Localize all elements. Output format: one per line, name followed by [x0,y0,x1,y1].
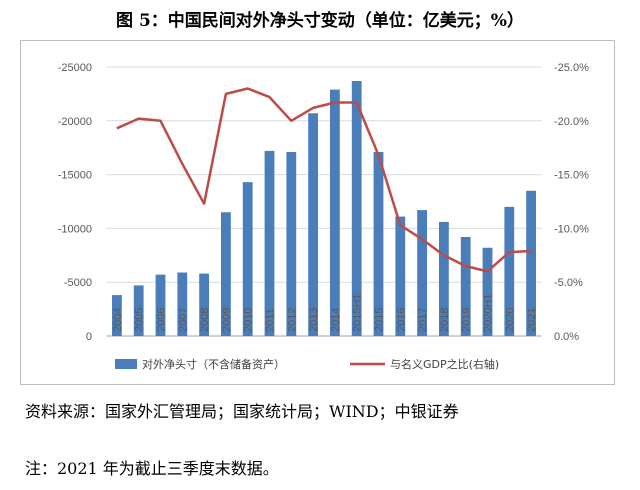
x-tick-label: 2010 [243,308,255,332]
bar [199,273,210,336]
x-tick-label: 2020H1 [483,293,495,332]
y-right-tick-label: -10.0% [554,223,589,235]
chart-title: 图 5：中国民间对外净头寸变动（单位：亿美元；%） [116,11,524,31]
y-left-tick-label: 0 [86,331,92,343]
y-right-tick-label: 0.0% [554,331,579,343]
x-tick-label: 2020 [504,308,516,332]
bar [286,152,297,336]
x-tick-label: 2011 [265,308,277,332]
bar [460,237,471,336]
bar [417,210,428,336]
bar [504,206,515,336]
y-right-tick-label: -5.0% [554,277,583,289]
x-tick-label: 2018 [439,308,451,332]
x-tick-label: 2005 [134,308,146,332]
x-tick-label: 2016 [395,308,407,332]
chart-frame [20,40,615,385]
bar [482,247,493,336]
x-tick-label: 2021 [526,308,538,332]
bar [351,80,362,336]
bar [220,212,231,336]
x-tick-label: 2015H1 [352,293,364,332]
y-right-tick-label: -20.0% [554,116,589,128]
x-tick-label: 2017 [417,308,429,332]
bar [111,295,122,336]
legend-bar-label: 对外净头寸（不含储备资产） [142,357,285,371]
bar [373,152,384,336]
bar [155,274,166,336]
y-left-tick-label: -5000 [64,277,92,289]
bar [438,221,449,336]
bar [133,285,144,336]
bar [395,216,406,336]
x-tick-label: 2008 [199,308,211,332]
y-left-tick-label: -25000 [58,62,92,74]
x-tick-label: 2015 [374,308,386,332]
series-line [116,87,532,273]
x-tick-label: 2006 [156,308,168,332]
bar [264,150,275,336]
y-left-tick-label: -10000 [58,223,92,235]
bar [242,182,253,336]
legend-line-label: 与名义GDP之比(右轴) [390,357,499,371]
source-note: 资料来源：国家外汇管理局；国家统计局；WIND；中银证券 [25,402,459,421]
x-tick-label: 2007 [177,308,189,332]
legend-bar-swatch [115,359,137,369]
y-right-tick-label: -25.0% [554,62,589,74]
y-left-tick-label: -20000 [58,116,92,128]
x-tick-label: 2014 [330,308,342,332]
x-tick-label: 2012 [286,308,298,332]
x-tick-label: 2004 [112,308,124,332]
bar [329,89,340,336]
bar [308,113,319,336]
data-note: 注：2021 年为截止三季度末数据。 [25,459,279,478]
x-tick-label: 2013 [308,308,320,332]
chart-canvas: -25000 -20000 -15000 -10000 -5000 0 -25.0% -20.… [58,62,589,371]
bar [526,190,537,336]
y-left-tick-label: -15000 [58,170,92,182]
bar [177,272,188,336]
y-right-tick-label: -15.0% [554,170,589,182]
x-tick-label: 2019 [461,308,473,332]
x-tick-label: 2009 [221,308,233,332]
